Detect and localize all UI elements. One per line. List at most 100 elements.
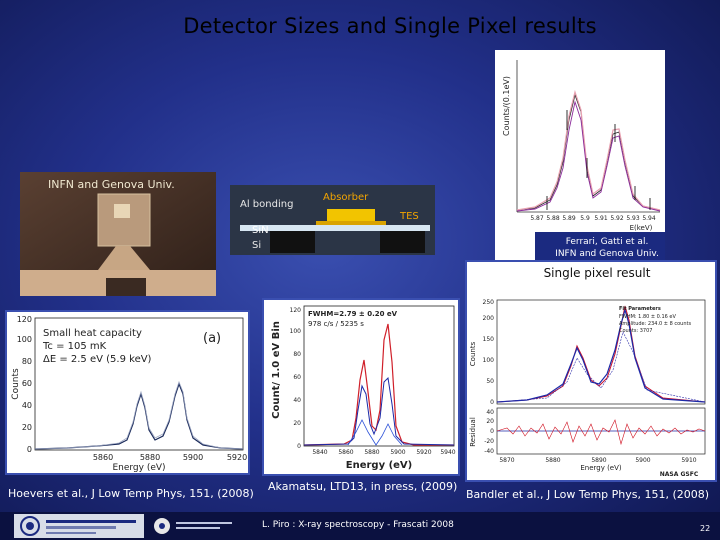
akamatsu-spectrum: Count/ 1.0 eV Bin 0 20 40 60 80 100 120 … [262,298,460,476]
hoevers-ytick: 0 [27,445,32,454]
ferrari-caption-2: INFN and Genova Univ. [555,249,659,259]
detector-photo-drawing [20,172,216,296]
slide-title: Detector Sizes and Single Pixel results [183,14,597,38]
akamatsu-ytick: 40 [293,397,301,404]
bandler-restick: 40 [486,409,494,416]
al-bonding-label: Al bonding [240,199,293,210]
hoevers-xtick: 5920 [227,453,247,462]
hoevers-caption: Hoevers et al., J Low Temp Phys, 151, (2… [8,487,254,500]
bandler-ylabel-top: Counts [469,341,477,366]
bandler-spectrum: Single pixel result Counts Residual 0 50… [465,260,717,482]
sin-label: SiN [252,225,269,236]
hoevers-xtick: 5880 [140,453,160,462]
bandler-ytick: 150 [483,336,495,343]
bandler-restick: 0 [490,428,494,435]
hoevers-ytick: 40 [22,401,32,410]
hoevers-ytick: 20 [22,423,32,432]
si-label: Si [252,240,261,251]
bandler-ytick: 200 [483,315,495,322]
ferrari-xtick: 5.93 [626,215,640,222]
bandler-ytick: 0 [490,399,494,406]
ferrari-ylabel: Counts/(0.1eV) [502,76,511,136]
hoevers-ytick: 100 [17,335,32,344]
tes-label: TES [399,211,419,222]
ferrari-spectrum: Counts/(0.1eV) 5.87 5.88 5.89 5.9 5.91 5… [495,50,665,260]
page-number: 22 [700,524,711,533]
akamatsu-ytick: 120 [290,307,302,314]
ferrari-xtick: 5.87 [530,215,544,222]
akamatsu-xtick: 5840 [312,449,327,456]
akamatsu-ylabel: Count/ 1.0 eV Bin [271,321,282,419]
bandler-ytick: 50 [486,378,494,385]
tes-schematic-drawing: Absorber Al bonding TES SiN Si [230,185,435,255]
bandler-ytick: 250 [483,299,495,306]
tes-schematic: Absorber Al bonding TES SiN Si [230,185,435,255]
bandler-ylabel-bottom: Residual [469,417,477,447]
bandler-xlabel: Energy (eV) [580,464,622,472]
infn-logo-drawing [20,516,136,536]
ferrari-xtick: 5.94 [642,215,656,222]
hoevers-spectrum-drawing: 0 20 40 60 80 100 120 Counts Small heat … [7,312,248,473]
hoevers-xtick: 5900 [183,453,203,462]
akamatsu-ytick: 80 [293,351,301,358]
bandler-restick: 20 [486,418,494,425]
hoevers-spectrum: 0 20 40 60 80 100 120 Counts Small heat … [5,310,250,475]
bandler-xtick: 5870 [499,457,514,464]
akamatsu-xtick: 5900 [390,449,405,456]
ferrari-xtick: 5.88 [546,215,560,222]
bandler-ytick: 100 [483,357,495,364]
akamatsu-xtick: 5860 [338,449,353,456]
akamatsu-xtick: 5880 [364,449,379,456]
ferrari-caption-1: Ferrari, Gatti et al. [566,237,649,247]
akamatsu-ytick: 100 [290,328,302,335]
hoevers-annotation-1: Small heat capacity [43,328,142,339]
hoevers-annotation-3: ΔE = 2.5 eV (5.9 keV) [43,354,152,365]
bandler-legend-2: Amplitude: 234.0 ± 8 counts [619,321,691,327]
hoevers-ytick: 120 [17,315,32,324]
akamatsu-annotation-1: FWHM=2.79 ± 0.20 eV [308,310,398,318]
akamatsu-ytick: 60 [293,374,301,381]
hoevers-xtick: 5860 [93,453,113,462]
absorber-shape [327,209,375,221]
ferrari-xtick: 5.9 [580,215,590,222]
bandler-legend-1: FWHM: 1.80 ± 0.16 eV [619,314,676,320]
akamatsu-ytick: 0 [297,443,301,450]
hoevers-ytick: 60 [22,379,32,388]
bandler-header: Single pixel result [544,266,651,280]
bandler-spectrum-drawing: Single pixel result Counts Residual 0 50… [467,262,715,480]
akamatsu-xlabel: Energy (eV) [346,460,412,471]
inaf-logo [150,514,240,538]
akamatsu-xtick: 5940 [440,449,455,456]
akamatsu-spectrum-drawing: Count/ 1.0 eV Bin 0 20 40 60 80 100 120 … [264,300,458,474]
akamatsu-xtick: 5920 [416,449,431,456]
bandler-restick: -20 [484,438,494,445]
bandler-xtick: 5880 [545,457,560,464]
hoevers-panel-label: (a) [203,331,221,346]
bandler-legend-title: Fit Parameters [619,306,661,312]
hoevers-ylabel: Counts [11,368,21,400]
bandler-caption: Bandler et al., J Low Temp Phys, 151, (2… [466,488,710,501]
ferrari-xtick: 5.92 [610,215,624,222]
bandler-xtick: 5890 [591,457,606,464]
hoevers-ytick: 80 [22,357,32,366]
bandler-legend-3: Counts: 3707 [619,328,652,334]
photo-label: INFN and Genova Univ. [48,178,175,191]
ferrari-xtick: 5.91 [594,215,608,222]
infn-logo [14,514,144,538]
akamatsu-ytick: 20 [293,420,301,427]
footer-bar: L. Piro : X-ray spectroscopy - Frascati … [0,512,720,540]
ferrari-spectrum-drawing: Counts/(0.1eV) 5.87 5.88 5.89 5.9 5.91 5… [495,50,665,260]
akamatsu-caption: Akamatsu, LTD13, in press, (2009) [268,480,458,493]
inaf-logo-drawing [154,518,232,534]
bandler-xtick: 5900 [635,457,650,464]
ferrari-xtick: 5.89 [562,215,576,222]
hoevers-annotation-2: Tc = 105 mK [42,341,107,352]
detector-photo: INFN and Genova Univ. [20,172,216,296]
hoevers-xlabel: Energy (eV) [112,463,165,473]
absorber-label: Absorber [323,192,369,203]
bandler-restick: -40 [484,448,494,455]
bandler-xtick: 5910 [681,457,696,464]
bandler-badge: NASA GSFC [660,471,699,478]
akamatsu-annotation-2: 978 c/s / 5235 s [308,320,364,328]
